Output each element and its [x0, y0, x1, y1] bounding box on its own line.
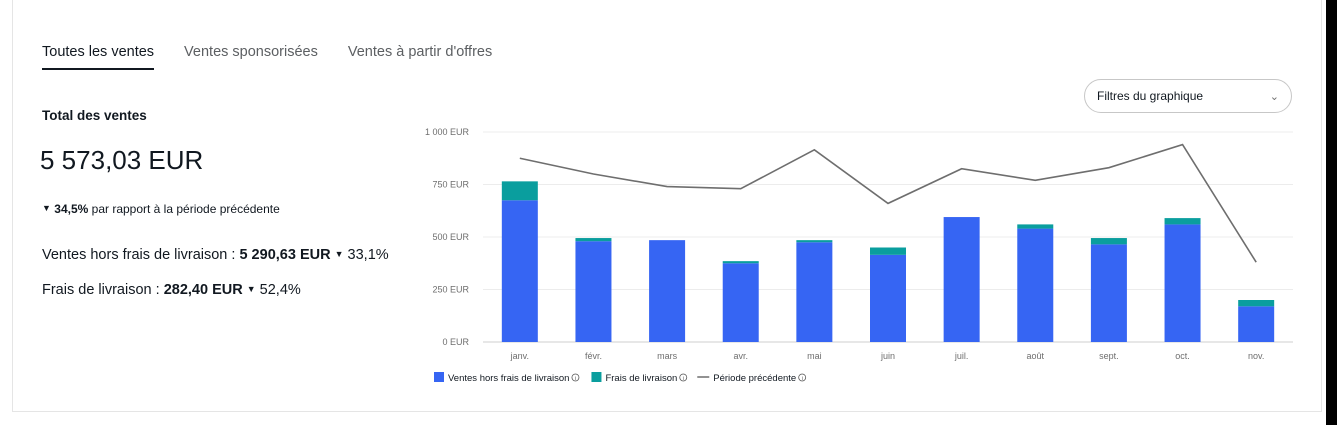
bar-shipping	[722, 261, 759, 264]
bar-shipping	[501, 181, 538, 201]
x-tick-label: mars	[657, 351, 677, 361]
legend-label: Frais de livraison	[605, 373, 677, 384]
legend-swatch	[434, 372, 444, 382]
x-tick-label: nov.	[1248, 351, 1264, 361]
y-tick-label: 750 EUR	[432, 180, 469, 190]
info-icon-glyph: i	[802, 376, 803, 382]
bar-shipping	[870, 247, 906, 255]
bar-net-sales	[943, 217, 980, 342]
x-tick-label: août	[1027, 351, 1045, 361]
tab-sponsored-sales[interactable]: Ventes sponsorisées	[184, 44, 318, 60]
bar-shipping	[1238, 300, 1275, 307]
bar-net-sales	[722, 263, 759, 342]
bar-net-sales	[501, 200, 538, 342]
bar-net-sales	[1090, 244, 1127, 342]
tab-offer-sales[interactable]: Ventes à partir d'offres	[347, 44, 493, 60]
tab-bar: Toutes les ventes Ventes sponsorisées Ve…	[42, 44, 492, 70]
total-change-pct: 34,5%	[54, 202, 89, 216]
chart-filter-label: Filtres du graphique	[1097, 89, 1204, 103]
bar-net-sales	[649, 240, 686, 342]
down-triangle-icon: ▼	[334, 249, 344, 259]
total-sales-value: 5 573,03 EUR	[40, 145, 204, 175]
total-change-text: par rapport à la période précédente	[91, 202, 280, 216]
sales-card	[12, 0, 1322, 412]
info-icon	[571, 373, 580, 382]
x-tick-label: janv.	[510, 351, 529, 361]
total-change: ▼ 34,5% par rapport à la période précéde…	[42, 202, 280, 216]
info-icon-glyph: i	[683, 376, 684, 382]
shipping-row: Frais de livraison : 282,40 EUR ▼ 52,4%	[42, 282, 301, 298]
y-tick-label: 0 EUR	[442, 337, 469, 347]
legend-label: Ventes hors frais de livraison	[448, 373, 569, 384]
bar-net-sales	[575, 241, 612, 342]
total-sales-label: Total des ventes	[42, 108, 147, 123]
info-icon	[679, 373, 688, 382]
bar-shipping	[575, 238, 612, 242]
bar-shipping	[1017, 224, 1054, 229]
net-sales-row: Ventes hors frais de livraison : 5 290,6…	[42, 247, 389, 263]
bar-net-sales	[1164, 224, 1201, 342]
x-tick-label: sept.	[1099, 351, 1119, 361]
bar-net-sales	[870, 254, 906, 342]
info-icon	[798, 373, 807, 382]
y-tick-label: 500 EUR	[432, 232, 469, 242]
shipping-label: Frais de livraison :	[42, 282, 160, 298]
bar-shipping	[1164, 218, 1201, 225]
down-triangle-icon: ▼	[246, 284, 256, 294]
chart-filter-dropdown[interactable]: Filtres du graphique ⌄	[1084, 79, 1292, 113]
legend-swatch	[591, 372, 602, 382]
tab-all-sales[interactable]: Toutes les ventes	[42, 44, 155, 70]
bar-net-sales	[1017, 228, 1054, 342]
x-tick-label: oct.	[1175, 351, 1190, 361]
info-icon-glyph: i	[575, 376, 576, 382]
x-tick-label: juin	[880, 351, 895, 361]
x-tick-label: févr.	[585, 351, 602, 361]
x-tick-label: mai	[807, 351, 822, 361]
window-edge	[1326, 0, 1337, 425]
chevron-down-icon: ⌄	[1269, 90, 1279, 103]
shipping-change: 52,4%	[259, 282, 301, 298]
bar-net-sales	[796, 242, 833, 342]
shipping-value: 282,40 EUR	[163, 282, 243, 298]
down-triangle-icon: ▼	[42, 203, 51, 213]
bar-shipping	[1090, 238, 1127, 245]
y-tick-label: 1 000 EUR	[425, 127, 470, 137]
y-tick-label: 250 EUR	[432, 285, 469, 295]
net-sales-change: 33,1%	[347, 247, 389, 263]
net-sales-value: 5 290,63 EUR	[239, 247, 331, 263]
x-tick-label: juil.	[954, 351, 969, 361]
bar-net-sales	[1238, 306, 1275, 342]
legend-label: Période précédente	[713, 373, 796, 384]
x-tick-label: avr.	[733, 351, 748, 361]
net-sales-label: Ventes hors frais de livraison :	[42, 247, 236, 263]
bar-shipping	[796, 240, 833, 243]
